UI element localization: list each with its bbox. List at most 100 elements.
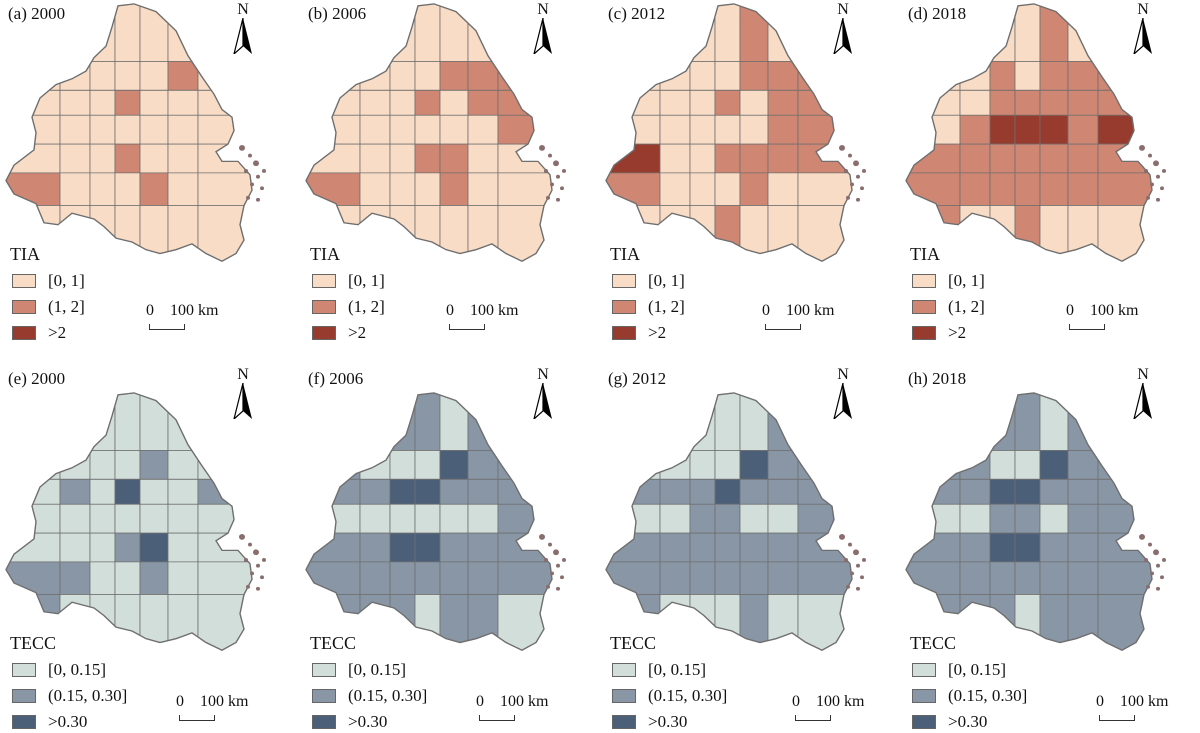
legend-item: [0, 0.15] <box>912 660 1006 679</box>
island <box>553 549 559 556</box>
panel-title: (b) 2006 <box>308 4 367 23</box>
scale-bar: 0 100 km <box>1066 302 1176 342</box>
legend-swatch <box>12 300 36 314</box>
map-region <box>989 114 1016 145</box>
map-region <box>389 172 416 206</box>
island <box>839 145 845 151</box>
island <box>239 534 245 540</box>
map-region <box>1039 532 1069 563</box>
map-region <box>959 532 991 563</box>
panel-e: (e) 2000 N TECC [0, 0.15] (0.15, 0.30] >… <box>0 365 300 733</box>
map-region <box>689 143 716 174</box>
scale-bar: 0 100 km <box>176 693 286 733</box>
map-region <box>31 114 61 145</box>
legend-swatch <box>312 274 336 288</box>
map-region <box>1039 394 1069 451</box>
map-region <box>114 561 141 595</box>
map-region <box>497 503 535 534</box>
map-region <box>89 594 116 628</box>
map-region <box>467 114 499 145</box>
map-region <box>139 143 169 174</box>
map-region <box>139 114 169 145</box>
map-region <box>114 450 141 480</box>
island <box>846 584 850 589</box>
map-region <box>714 561 741 595</box>
map-region <box>114 114 141 145</box>
map-region <box>439 594 469 643</box>
map-region <box>467 172 499 206</box>
map-region <box>9 532 61 563</box>
map-region <box>497 172 553 206</box>
map-region <box>89 172 116 206</box>
island <box>250 182 254 187</box>
island <box>548 153 552 158</box>
map-region <box>359 503 391 534</box>
map-region <box>714 450 741 480</box>
island <box>539 145 545 151</box>
map-region <box>739 478 769 505</box>
island <box>546 195 550 200</box>
legend-swatch <box>612 326 636 340</box>
island <box>853 549 859 556</box>
map-region <box>659 503 691 534</box>
map-region <box>739 594 769 643</box>
legend-item: (1, 2] <box>312 297 385 316</box>
map-region <box>414 143 441 174</box>
map-region <box>359 114 391 145</box>
island <box>844 558 848 562</box>
map-region <box>332 89 361 116</box>
map-region <box>139 478 169 505</box>
map-region <box>739 143 769 174</box>
legend-swatch <box>12 326 36 340</box>
map-region <box>59 503 91 534</box>
map-region <box>305 561 361 595</box>
map-region <box>167 61 199 91</box>
map-region <box>609 532 661 563</box>
island <box>248 542 252 547</box>
map-region <box>497 114 535 145</box>
island <box>256 586 260 591</box>
map-region <box>309 143 361 174</box>
map-region <box>1014 503 1041 534</box>
island <box>256 197 260 202</box>
map-region <box>1097 114 1135 145</box>
map-region <box>139 594 169 643</box>
map-region <box>767 89 799 116</box>
island <box>553 160 559 167</box>
map-region <box>909 532 961 563</box>
legend-item: [0, 1] <box>12 271 85 290</box>
island <box>1156 586 1160 591</box>
map-region <box>1014 532 1041 563</box>
island <box>556 586 560 591</box>
map-region <box>989 478 1016 505</box>
map-region <box>959 143 991 174</box>
map-region <box>59 478 91 505</box>
legend-item: >0.30 <box>12 712 87 731</box>
map-region <box>439 61 469 91</box>
map-region <box>114 172 141 206</box>
map-region <box>959 561 991 595</box>
map-region <box>609 143 661 174</box>
legend-item: >0.30 <box>312 712 387 731</box>
map-region <box>689 61 716 91</box>
scale-bar: 0 100 km <box>1096 693 1200 733</box>
map-region <box>439 532 469 563</box>
map-region <box>467 143 499 174</box>
map-region <box>1097 503 1135 534</box>
map-region <box>959 478 991 505</box>
map-region <box>1097 561 1153 595</box>
map-region <box>391 405 416 451</box>
legend-swatch <box>12 689 36 703</box>
map-region <box>359 143 391 174</box>
map-region <box>139 61 169 91</box>
map-region <box>714 61 741 91</box>
legend-swatch <box>312 715 336 729</box>
panel-title: (a) 2000 <box>8 4 66 23</box>
map-region <box>467 503 499 534</box>
map-region <box>1039 61 1069 91</box>
panel-title: (g) 2012 <box>608 369 667 388</box>
legend-title: TIA <box>610 244 640 264</box>
map-region <box>32 478 61 505</box>
map-region <box>91 405 116 451</box>
map-region <box>659 478 691 505</box>
